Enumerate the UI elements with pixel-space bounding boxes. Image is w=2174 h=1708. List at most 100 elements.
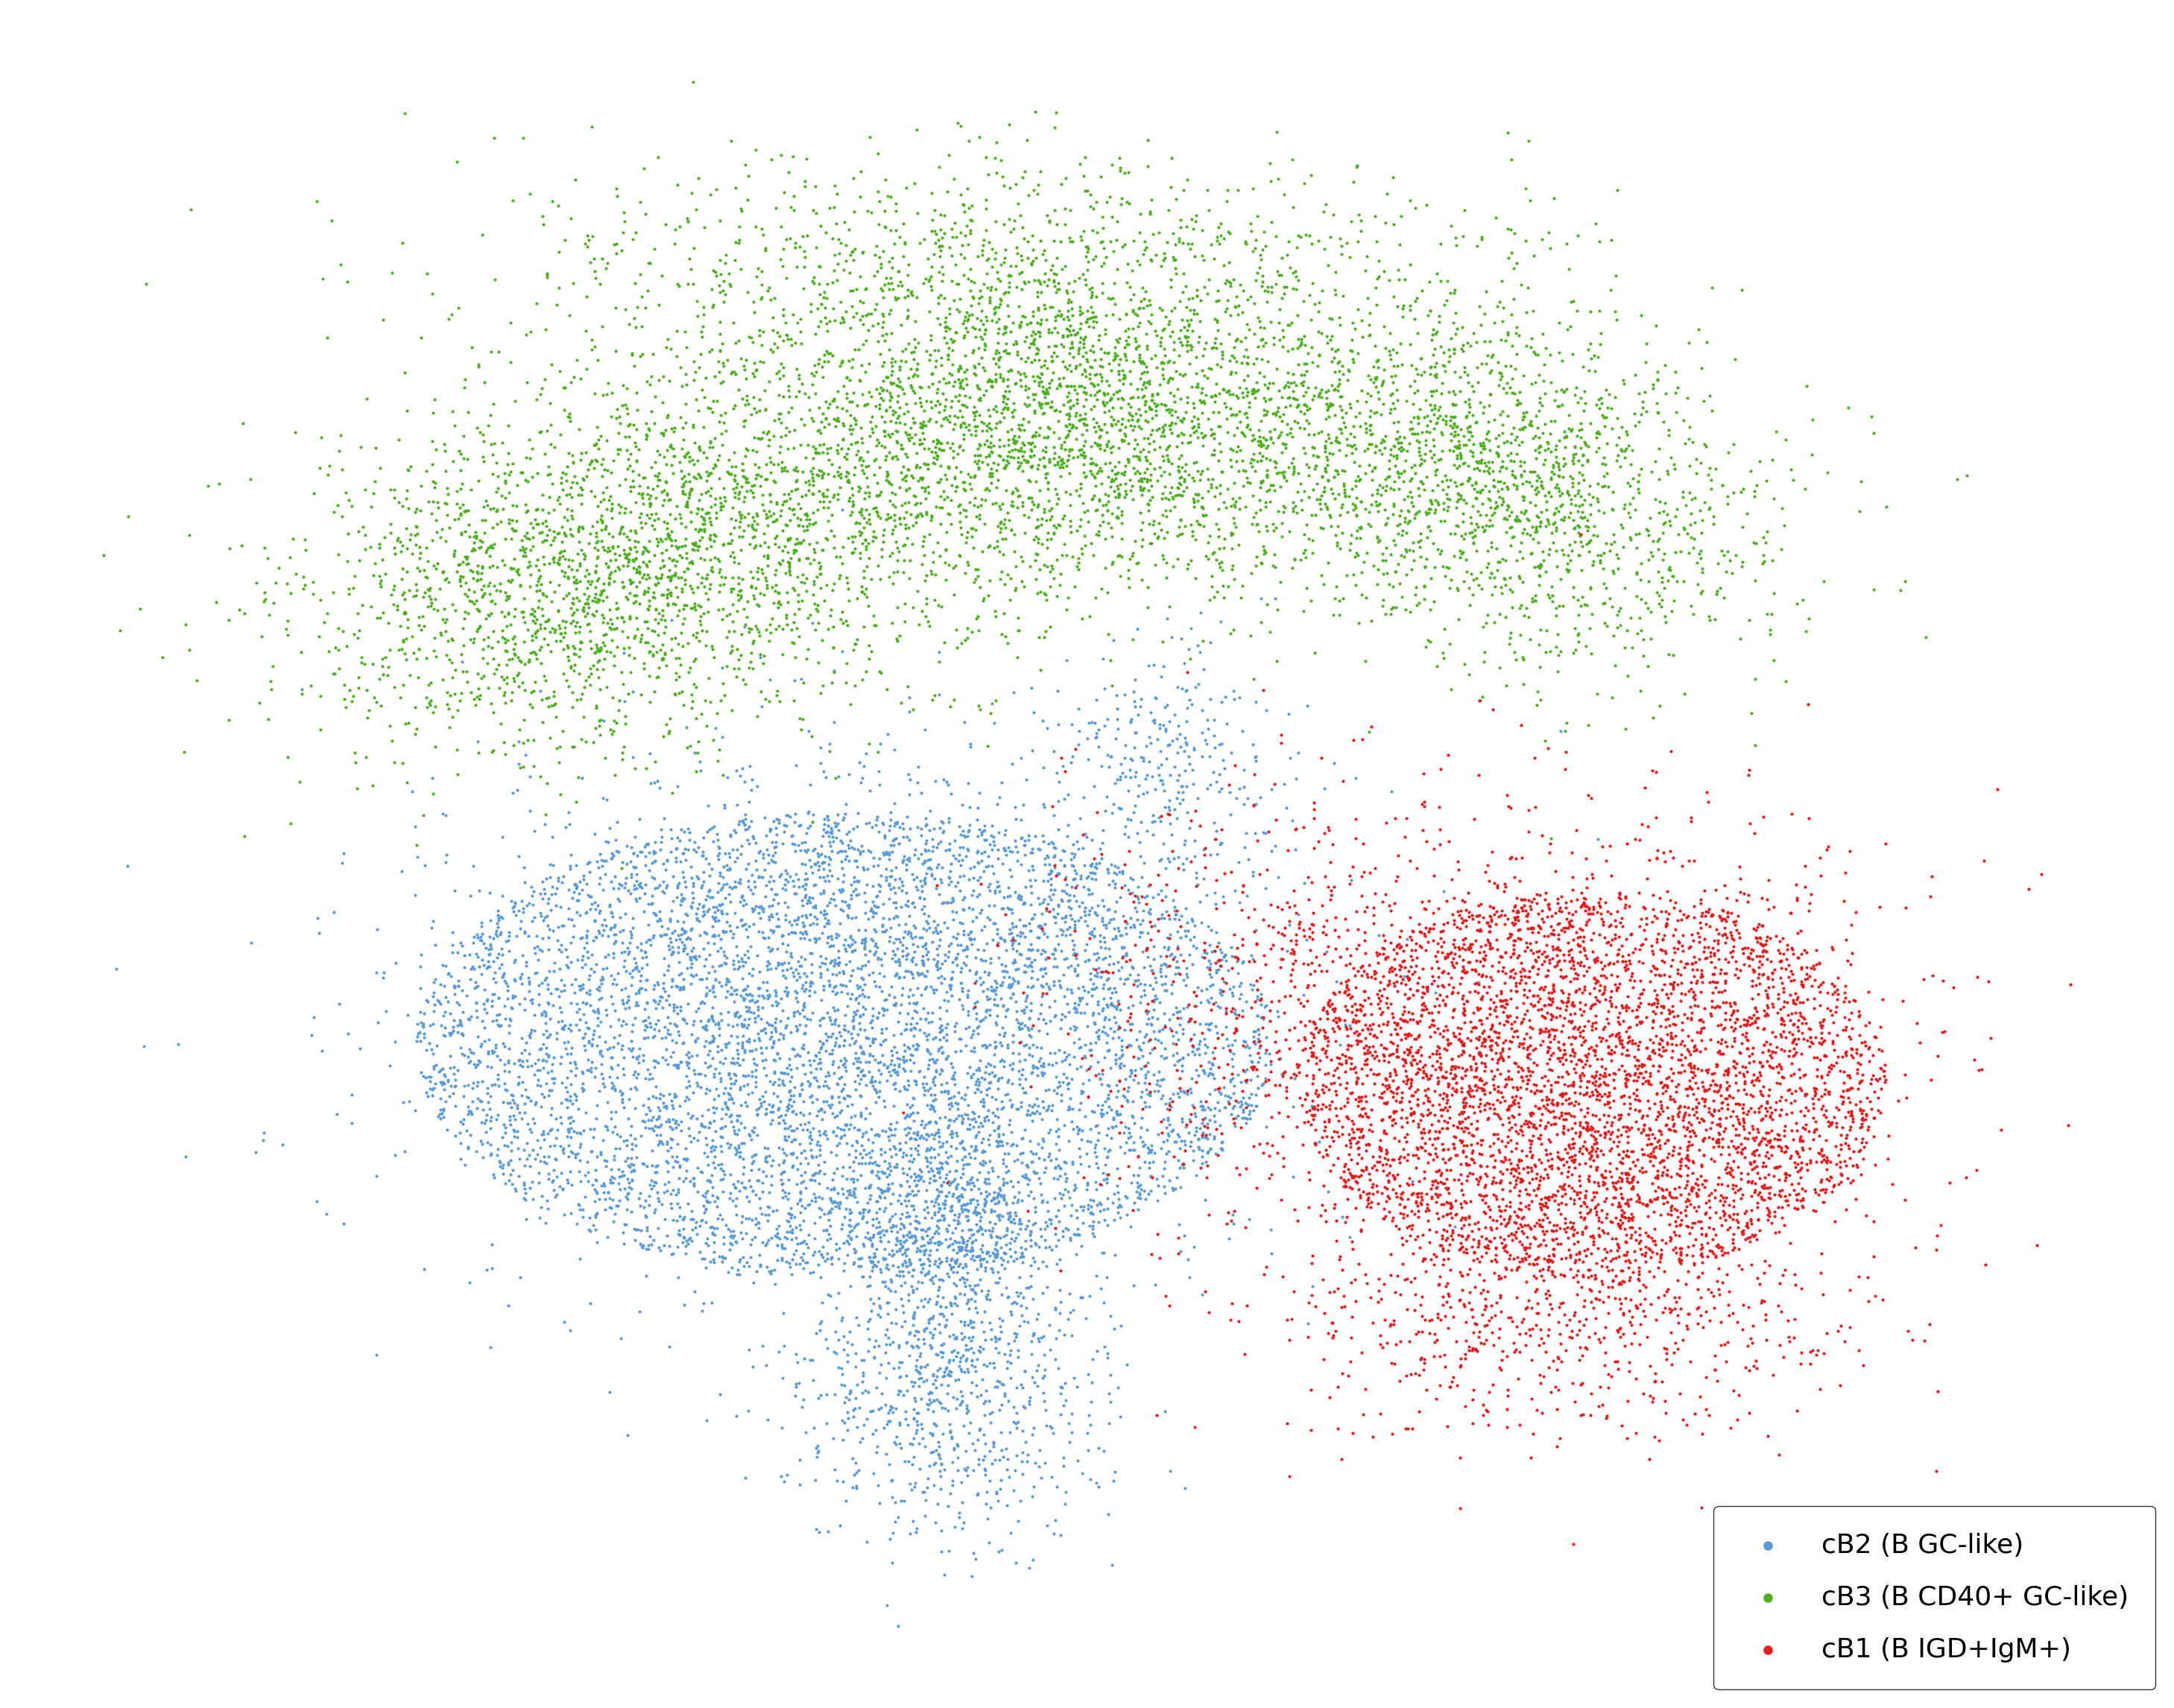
cB1 (B IGD+IgM+) — [1185, 1122, 1220, 1149]
cB1 (B IGD+IgM+) — [1494, 1114, 1528, 1141]
cB1 (B IGD+IgM+) — [1678, 948, 1713, 975]
cB2 (B GC-like) — [946, 996, 980, 1023]
cB3 (B CD40+ GC-like) — [1115, 454, 1150, 482]
cB1 (B IGD+IgM+) — [1354, 1033, 1389, 1061]
cB2 (B GC-like) — [457, 929, 491, 956]
cB2 (B GC-like) — [978, 1334, 1013, 1361]
cB1 (B IGD+IgM+) — [1774, 1170, 1809, 1197]
cB2 (B GC-like) — [1089, 1168, 1124, 1196]
cB2 (B GC-like) — [911, 1288, 946, 1315]
cB1 (B IGD+IgM+) — [1589, 1404, 1624, 1431]
cB2 (B GC-like) — [752, 816, 787, 844]
cB1 (B IGD+IgM+) — [1515, 1385, 1550, 1413]
cB3 (B CD40+ GC-like) — [324, 456, 359, 483]
cB1 (B IGD+IgM+) — [1626, 1141, 1661, 1168]
cB2 (B GC-like) — [1026, 885, 1061, 912]
cB3 (B CD40+ GC-like) — [1541, 475, 1576, 502]
cB3 (B CD40+ GC-like) — [846, 429, 880, 456]
cB1 (B IGD+IgM+) — [1517, 1091, 1552, 1119]
cB2 (B GC-like) — [900, 1319, 935, 1346]
cB1 (B IGD+IgM+) — [1646, 1184, 1681, 1211]
cB2 (B GC-like) — [1141, 881, 1176, 909]
cB2 (B GC-like) — [648, 1170, 683, 1197]
cB1 (B IGD+IgM+) — [1785, 1004, 1820, 1032]
cB2 (B GC-like) — [657, 1038, 691, 1066]
cB2 (B GC-like) — [583, 864, 617, 892]
cB3 (B CD40+ GC-like) — [1359, 265, 1394, 292]
cB2 (B GC-like) — [891, 1342, 926, 1370]
cB2 (B GC-like) — [996, 967, 1030, 994]
cB1 (B IGD+IgM+) — [1667, 1001, 1702, 1028]
cB1 (B IGD+IgM+) — [1489, 873, 1524, 900]
cB1 (B IGD+IgM+) — [1522, 1095, 1557, 1122]
cB2 (B GC-like) — [950, 1226, 985, 1254]
cB2 (B GC-like) — [1189, 987, 1224, 1015]
cB1 (B IGD+IgM+) — [1796, 1095, 1831, 1122]
cB3 (B CD40+ GC-like) — [1428, 357, 1463, 384]
cB3 (B CD40+ GC-like) — [1583, 541, 1617, 569]
cB1 (B IGD+IgM+) — [1685, 1243, 1720, 1271]
cB1 (B IGD+IgM+) — [1348, 1136, 1383, 1163]
cB3 (B CD40+ GC-like) — [1046, 502, 1080, 529]
cB3 (B CD40+ GC-like) — [1028, 246, 1063, 273]
cB1 (B IGD+IgM+) — [1602, 1290, 1637, 1317]
cB2 (B GC-like) — [713, 1180, 748, 1208]
cB2 (B GC-like) — [1237, 820, 1272, 847]
cB2 (B GC-like) — [989, 1153, 1024, 1180]
cB3 (B CD40+ GC-like) — [780, 466, 815, 494]
cB1 (B IGD+IgM+) — [1626, 893, 1661, 921]
cB2 (B GC-like) — [791, 1190, 826, 1218]
cB1 (B IGD+IgM+) — [1652, 1064, 1687, 1091]
cB1 (B IGD+IgM+) — [1913, 863, 1948, 890]
cB2 (B GC-like) — [917, 1508, 952, 1535]
cB2 (B GC-like) — [437, 972, 472, 999]
cB3 (B CD40+ GC-like) — [1472, 437, 1507, 465]
cB1 (B IGD+IgM+) — [1815, 1179, 1850, 1206]
cB3 (B CD40+ GC-like) — [974, 307, 1009, 335]
cB2 (B GC-like) — [1233, 1042, 1267, 1069]
cB3 (B CD40+ GC-like) — [1433, 212, 1467, 239]
cB3 (B CD40+ GC-like) — [1067, 410, 1102, 437]
cB2 (B GC-like) — [1028, 1226, 1063, 1254]
cB3 (B CD40+ GC-like) — [1163, 207, 1198, 234]
cB1 (B IGD+IgM+) — [1848, 1013, 1883, 1040]
cB3 (B CD40+ GC-like) — [1085, 576, 1120, 603]
cB3 (B CD40+ GC-like) — [857, 447, 891, 475]
cB2 (B GC-like) — [787, 883, 822, 910]
cB2 (B GC-like) — [978, 1325, 1013, 1353]
cB3 (B CD40+ GC-like) — [1583, 547, 1617, 574]
cB1 (B IGD+IgM+) — [1763, 948, 1798, 975]
cB2 (B GC-like) — [563, 1167, 598, 1194]
cB2 (B GC-like) — [696, 1228, 730, 1255]
cB3 (B CD40+ GC-like) — [965, 237, 1000, 265]
cB1 (B IGD+IgM+) — [1452, 1290, 1487, 1317]
cB3 (B CD40+ GC-like) — [1504, 429, 1539, 456]
cB2 (B GC-like) — [1024, 982, 1059, 1009]
cB3 (B CD40+ GC-like) — [561, 642, 596, 670]
cB1 (B IGD+IgM+) — [1570, 845, 1604, 873]
cB2 (B GC-like) — [780, 1156, 815, 1184]
cB2 (B GC-like) — [963, 1088, 998, 1115]
cB3 (B CD40+ GC-like) — [1063, 436, 1098, 463]
cB2 (B GC-like) — [1202, 760, 1237, 787]
cB2 (B GC-like) — [676, 1170, 711, 1197]
cB3 (B CD40+ GC-like) — [443, 456, 478, 483]
cB1 (B IGD+IgM+) — [1152, 1091, 1187, 1119]
cB3 (B CD40+ GC-like) — [1094, 403, 1128, 430]
cB2 (B GC-like) — [587, 707, 622, 734]
cB2 (B GC-like) — [565, 953, 600, 980]
cB1 (B IGD+IgM+) — [1615, 960, 1650, 987]
cB2 (B GC-like) — [778, 861, 813, 888]
cB2 (B GC-like) — [911, 1474, 946, 1501]
cB1 (B IGD+IgM+) — [1644, 962, 1678, 989]
cB2 (B GC-like) — [750, 1226, 785, 1254]
cB2 (B GC-like) — [937, 1269, 972, 1296]
cB2 (B GC-like) — [430, 1115, 465, 1143]
cB1 (B IGD+IgM+) — [1576, 1115, 1611, 1143]
cB3 (B CD40+ GC-like) — [670, 555, 704, 582]
cB1 (B IGD+IgM+) — [1648, 1281, 1683, 1308]
cB2 (B GC-like) — [770, 1054, 804, 1081]
cB3 (B CD40+ GC-like) — [254, 668, 289, 695]
cB2 (B GC-like) — [894, 1126, 928, 1153]
cB1 (B IGD+IgM+) — [1696, 960, 1731, 987]
